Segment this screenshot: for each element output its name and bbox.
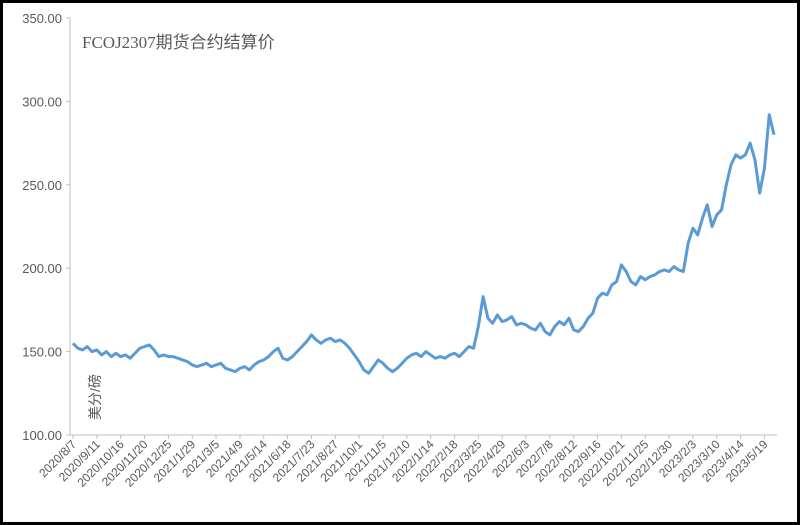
y-tick-label: 300.00 [22,94,62,109]
y-tick-label: 100.00 [22,428,62,443]
y-tick-label: 350.00 [22,11,62,26]
y-axis-label: 美分/磅 [87,374,103,420]
chart-title: FCOJ2307期货合约结算价 [82,33,275,52]
y-tick-label: 200.00 [22,261,62,276]
y-tick-label: 150.00 [22,345,62,360]
data-line [71,113,776,375]
y-tick-label: 250.00 [22,178,62,193]
